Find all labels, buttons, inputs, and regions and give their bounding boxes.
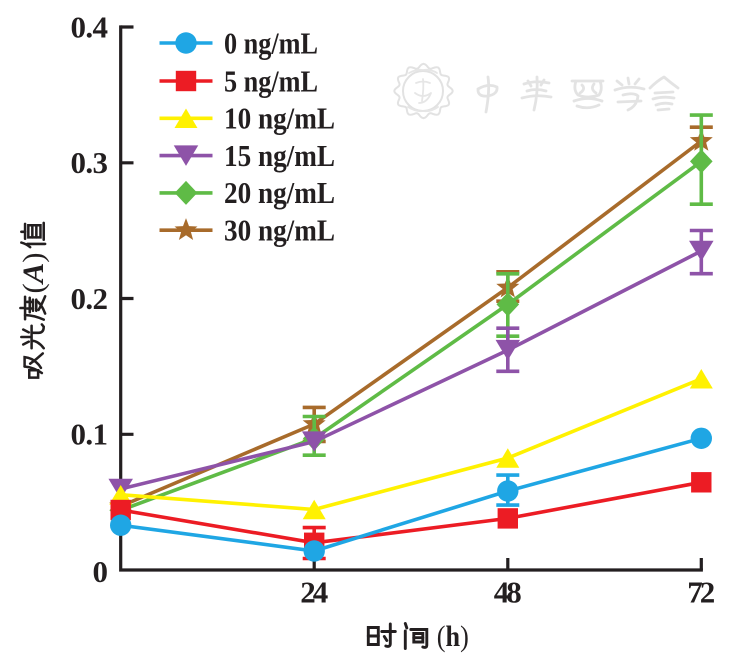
svg-text:0 ng/mL: 0 ng/mL: [224, 25, 318, 60]
svg-text:0.3: 0.3: [71, 145, 109, 180]
svg-text:0.4: 0.4: [71, 9, 109, 44]
svg-text:72: 72: [687, 575, 715, 610]
svg-text:30 ng/mL: 30 ng/mL: [224, 213, 335, 248]
svg-text:(A): (A): [17, 253, 50, 294]
svg-text:10 ng/mL: 10 ng/mL: [224, 101, 335, 136]
svg-text:0.2: 0.2: [71, 281, 109, 316]
svg-text:0.1: 0.1: [71, 417, 109, 452]
svg-text:15 ng/mL: 15 ng/mL: [224, 138, 335, 173]
svg-text:20 ng/mL: 20 ng/mL: [224, 175, 335, 210]
svg-text:48: 48: [494, 575, 522, 610]
svg-text:24: 24: [300, 575, 328, 610]
svg-text:(h): (h): [437, 620, 469, 653]
svg-text:0: 0: [93, 554, 109, 589]
svg-text:5 ng/mL: 5 ng/mL: [224, 63, 318, 98]
